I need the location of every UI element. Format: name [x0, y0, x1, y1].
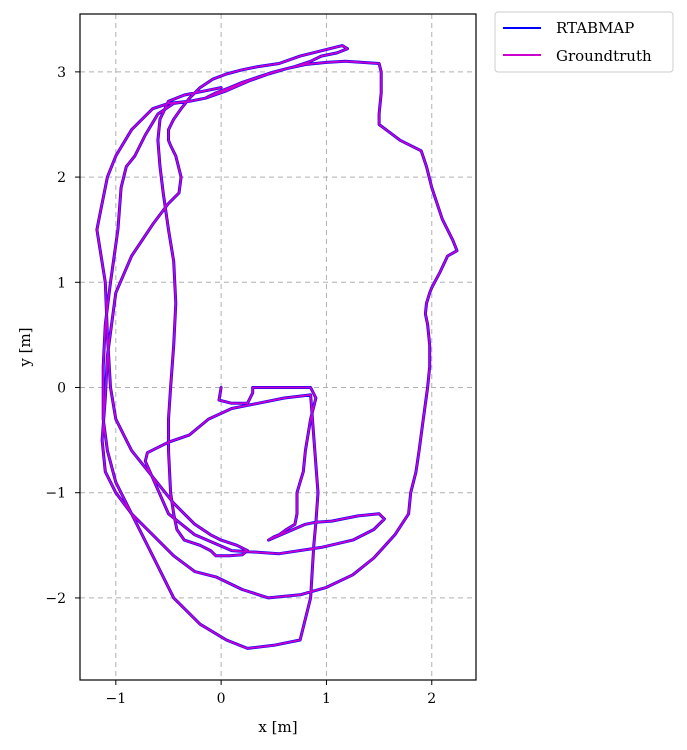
- y-tick-label: 3: [57, 65, 66, 81]
- x-tick-label: 0: [217, 691, 226, 707]
- series-line-groundtruth: [96, 44, 458, 650]
- x-tick-label: −1: [105, 691, 126, 707]
- legend: RTABMAP Groundtruth: [494, 11, 674, 73]
- y-tick-label: 2: [57, 170, 66, 186]
- y-tick-label: 0: [57, 381, 66, 397]
- plot-background: [80, 14, 476, 680]
- legend-label-groundtruth: Groundtruth: [556, 47, 652, 65]
- y-tick-label: 1: [57, 275, 66, 291]
- x-tick-label: 2: [427, 691, 436, 707]
- y-tick-label: −2: [45, 591, 66, 607]
- y-axis-label: y [m]: [16, 327, 34, 367]
- x-tick-label: 1: [322, 691, 331, 707]
- plot-frame: [79, 13, 477, 681]
- axis-ticks: −1 0 1 2 −2 −1 0 1 2 3: [45, 65, 436, 707]
- series-lines: [95, 44, 459, 650]
- y-tick-label: −1: [45, 486, 66, 502]
- legend-label-rtabmap: RTABMAP: [556, 19, 634, 37]
- x-axis-label: x [m]: [258, 718, 297, 736]
